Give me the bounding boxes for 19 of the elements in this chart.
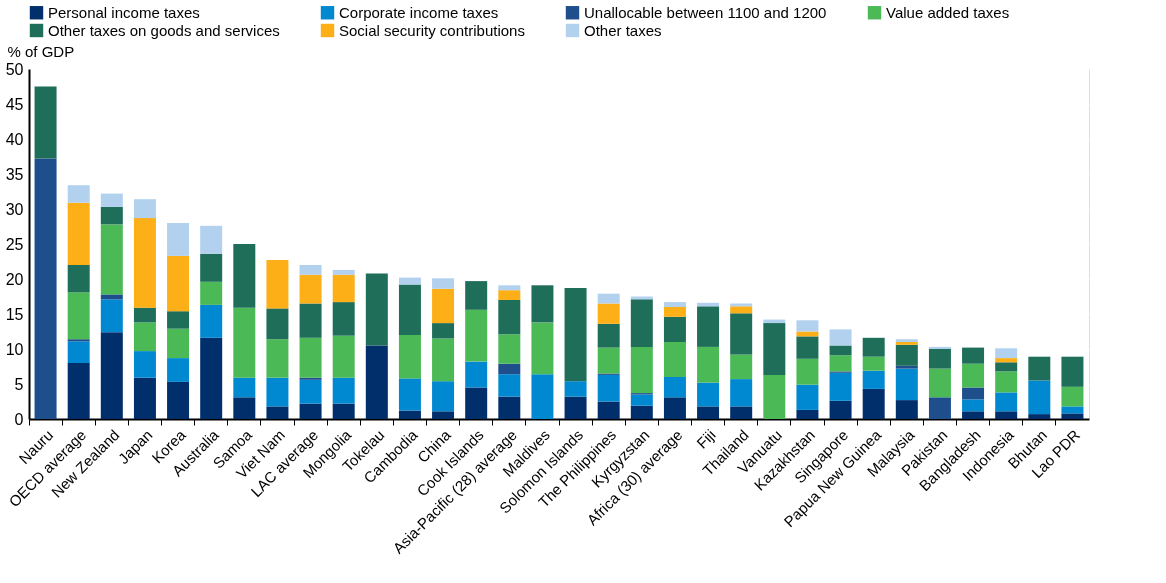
- y-tick-label: 25: [5, 235, 24, 253]
- y-tick-label: 40: [5, 130, 24, 148]
- legend-label: Unallocable between 1100 and 1200: [584, 3, 827, 21]
- y-tick-label: 10: [5, 340, 24, 358]
- y-tick-label: 50: [5, 60, 24, 78]
- y-tick-label: 15: [5, 305, 24, 323]
- legend-label: Personal income taxes: [48, 3, 200, 21]
- legend-label: Social security contributions: [339, 21, 525, 39]
- legend-label: Other taxes on goods and services: [48, 21, 280, 39]
- y-tick-label: 35: [5, 165, 24, 183]
- y-tick-label: 0: [14, 410, 24, 428]
- y-tick-label: 45: [5, 95, 24, 113]
- y-axis-title: % of GDP: [7, 42, 75, 60]
- legend-label: Corporate income taxes: [339, 3, 499, 21]
- y-tick-label: 30: [5, 200, 24, 218]
- legend-label: Other taxes: [584, 21, 662, 39]
- y-tick-label: 20: [5, 270, 24, 288]
- y-tick-label: 5: [14, 375, 24, 393]
- legend-label: Value added taxes: [886, 3, 1010, 21]
